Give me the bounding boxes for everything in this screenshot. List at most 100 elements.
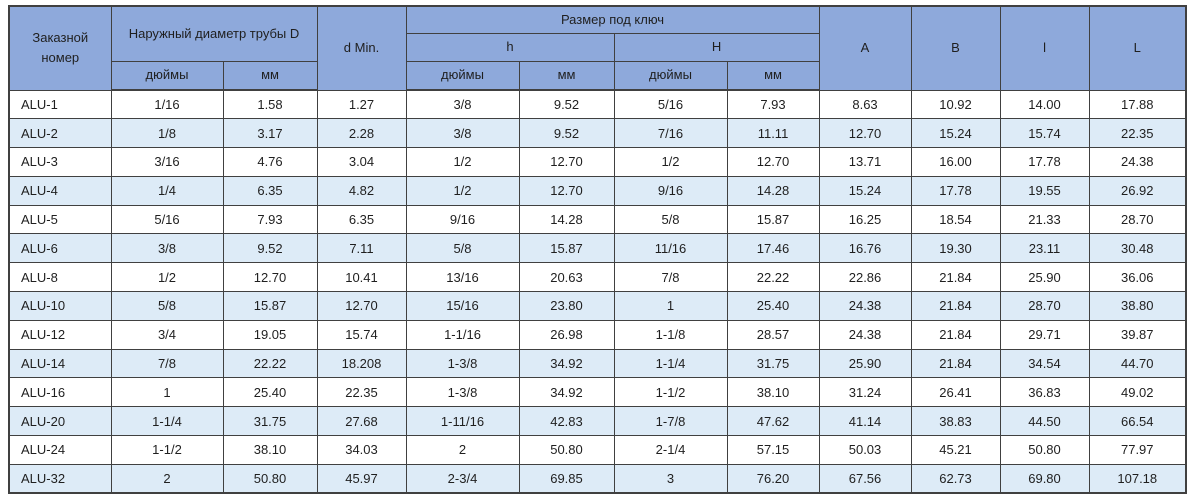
table-row: ALU-1 1/16 1.58 1.27 3/8 9.52 5/16 7.93 8.63 10.9… (8, 89, 1187, 120)
header-h-inches: дюймы (405, 60, 520, 91)
value-cell: 1/16 (110, 89, 224, 120)
value-cell: 10.92 (910, 89, 1001, 120)
value-cell: 1-1/8 (613, 319, 728, 350)
order-number-cell: ALU-16 (8, 377, 112, 408)
value-cell: 34.92 (518, 377, 615, 408)
value-cell: 25.90 (818, 348, 912, 379)
value-cell: 15.74 (316, 319, 407, 350)
value-cell: 20.63 (518, 262, 615, 293)
value-cell: 12.70 (222, 262, 318, 293)
table-row: ALU-16 1 25.40 22.35 1-3/8 34.92 1-1/2 38.10 31.… (8, 377, 1187, 408)
value-cell: 49.02 (1088, 377, 1187, 408)
header-h-small: h (405, 32, 615, 62)
value-cell: 3.04 (316, 147, 407, 177)
header-order-number-label: Заказной номер (32, 30, 89, 66)
value-cell: 62.73 (910, 463, 1001, 494)
value-cell: 4.76 (222, 147, 318, 177)
table-body: ALU-1 1/16 1.58 1.27 3/8 9.52 5/16 7.93 8.63 10.9… (8, 89, 1187, 494)
value-cell: 16.25 (818, 204, 912, 235)
dimensions-table: Заказной номер Наружный диаметр трубы D … (8, 5, 1188, 495)
value-cell: 26.98 (518, 319, 615, 350)
value-cell: 3/8 (405, 89, 520, 120)
order-number-cell: ALU-1 (8, 89, 112, 120)
header-outer-diameter: Наружный диаметр трубы D (110, 5, 318, 62)
value-cell: 1-11/16 (405, 406, 520, 437)
order-number-cell: ALU-32 (8, 463, 112, 494)
table-row: ALU-32 2 50.80 45.97 2-3/4 69.85 3 76.20 67.56 62… (8, 463, 1187, 494)
value-cell: 47.62 (726, 406, 820, 437)
value-cell: 1.58 (222, 89, 318, 120)
value-cell: 17.88 (1088, 89, 1187, 120)
value-cell: 17.78 (910, 175, 1001, 206)
value-cell: 16.76 (818, 233, 912, 264)
value-cell: 17.46 (726, 233, 820, 264)
value-cell: 1.27 (316, 89, 407, 120)
value-cell: 31.75 (726, 348, 820, 379)
value-cell: 9.52 (518, 118, 615, 149)
header-h-mm: мм (518, 60, 615, 91)
value-cell: 5/16 (110, 204, 224, 235)
value-cell: 18.208 (316, 348, 407, 379)
value-cell: 15.24 (818, 175, 912, 206)
value-cell: 6.35 (316, 204, 407, 235)
value-cell: 1-1/16 (405, 319, 520, 350)
value-cell: 3/8 (110, 233, 224, 264)
value-cell: 26.92 (1088, 175, 1187, 206)
order-number-cell: ALU-5 (8, 204, 112, 235)
value-cell: 2 (405, 435, 520, 465)
order-number-cell: ALU-14 (8, 348, 112, 379)
value-cell: 7/8 (110, 348, 224, 379)
order-number-cell: ALU-6 (8, 233, 112, 264)
value-cell: 38.83 (910, 406, 1001, 437)
header-H-inches: дюймы (613, 60, 728, 91)
value-cell: 1-3/8 (405, 348, 520, 379)
table-row: ALU-3 3/16 4.76 3.04 1/2 12.70 1/2 12.70 13.71 16… (8, 147, 1187, 177)
value-cell: 67.56 (818, 463, 912, 494)
value-cell: 14.00 (999, 89, 1090, 120)
value-cell: 50.03 (818, 435, 912, 465)
value-cell: 107.18 (1088, 463, 1187, 494)
order-number-cell: ALU-10 (8, 291, 112, 321)
value-cell: 44.70 (1088, 348, 1187, 379)
order-number-cell: ALU-20 (8, 406, 112, 437)
order-number-cell: ALU-24 (8, 435, 112, 465)
value-cell: 1-1/4 (613, 348, 728, 379)
value-cell: 19.30 (910, 233, 1001, 264)
value-cell: 1/2 (405, 175, 520, 206)
value-cell: 10.41 (316, 262, 407, 293)
table-header: Заказной номер Наружный диаметр трубы D … (8, 5, 1187, 91)
value-cell: 1 (110, 377, 224, 408)
header-d-inches: дюймы (110, 60, 224, 91)
value-cell: 5/8 (110, 291, 224, 321)
value-cell: 5/8 (405, 233, 520, 264)
value-cell: 14.28 (726, 175, 820, 206)
table-row: ALU-4 1/4 6.35 4.82 1/2 12.70 9/16 14.28 15.24 17… (8, 175, 1187, 206)
order-number-cell: ALU-8 (8, 262, 112, 293)
value-cell: 66.54 (1088, 406, 1187, 437)
value-cell: 1/4 (110, 175, 224, 206)
value-cell: 12.70 (726, 147, 820, 177)
value-cell: 69.85 (518, 463, 615, 494)
value-cell: 4.82 (316, 175, 407, 206)
table-row: ALU-6 3/8 9.52 7.11 5/8 15.87 11/16 17.46 16.76 1… (8, 233, 1187, 264)
value-cell: 21.33 (999, 204, 1090, 235)
value-cell: 2-1/4 (613, 435, 728, 465)
value-cell: 7.93 (222, 204, 318, 235)
value-cell: 38.80 (1088, 291, 1187, 321)
value-cell: 22.22 (222, 348, 318, 379)
value-cell: 1-1/2 (613, 377, 728, 408)
value-cell: 25.40 (222, 377, 318, 408)
value-cell: 2-3/4 (405, 463, 520, 494)
value-cell: 24.38 (1088, 147, 1187, 177)
value-cell: 9/16 (405, 204, 520, 235)
value-cell: 23.80 (518, 291, 615, 321)
table-row: ALU-20 1-1/4 31.75 27.68 1-11/16 42.83 1-7/8 47… (8, 406, 1187, 437)
value-cell: 13.71 (818, 147, 912, 177)
order-number-cell: ALU-12 (8, 319, 112, 350)
order-number-cell: ALU-2 (8, 118, 112, 149)
value-cell: 7/16 (613, 118, 728, 149)
value-cell: 36.06 (1088, 262, 1187, 293)
value-cell: 17.78 (999, 147, 1090, 177)
value-cell: 6.35 (222, 175, 318, 206)
